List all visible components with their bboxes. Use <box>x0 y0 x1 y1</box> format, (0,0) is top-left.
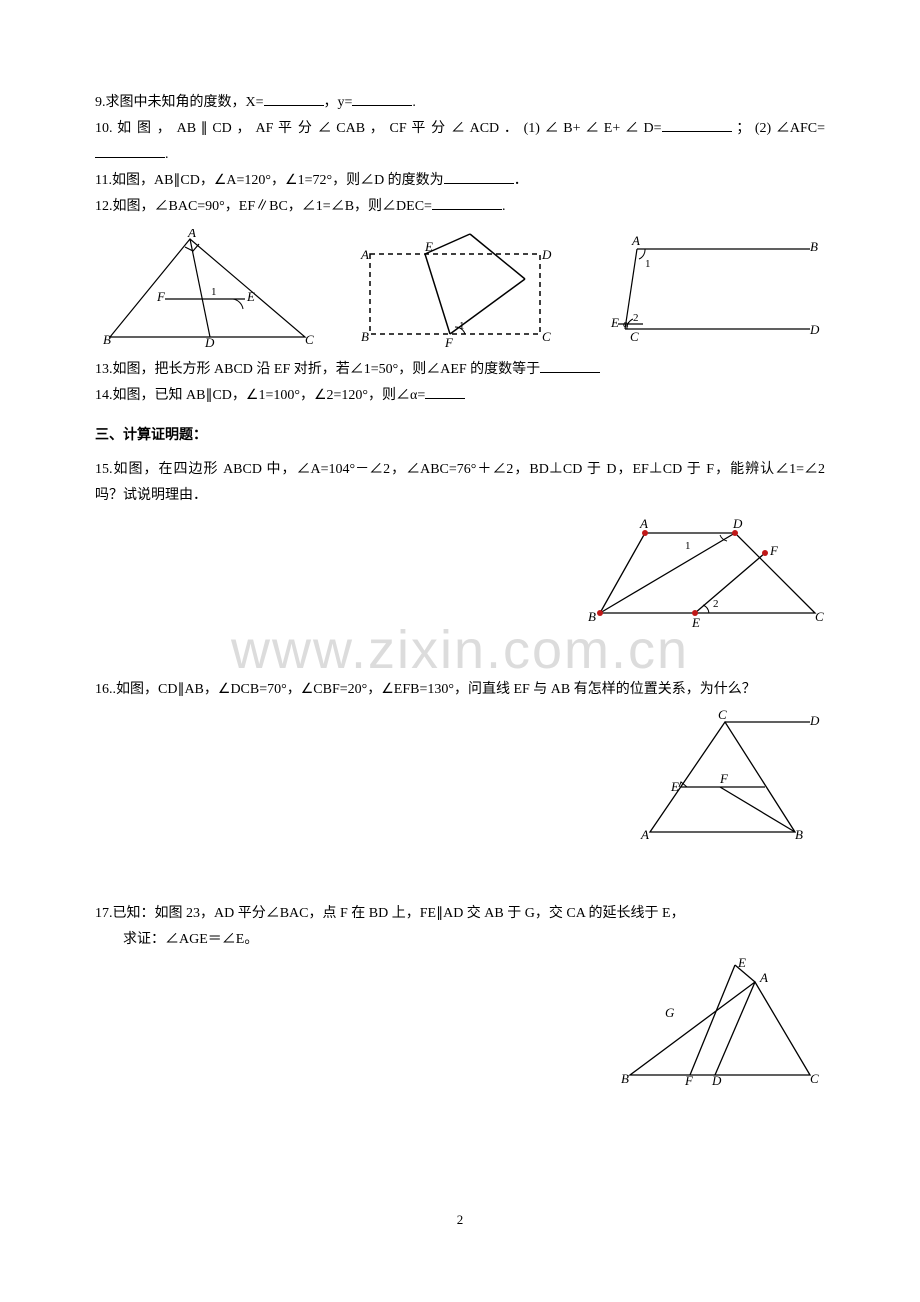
question-15: 15.如图，在四边形 ABCD 中，∠A=104°－∠2，∠ABC=76°＋∠2… <box>95 457 825 509</box>
svg-text:F: F <box>769 543 779 558</box>
svg-text:1: 1 <box>645 258 651 270</box>
svg-text:D: D <box>711 1073 722 1087</box>
question-14: 14.如图，已知 AB∥CD，∠1=100°，∠2=120°，则∠α= <box>95 383 825 409</box>
svg-text:D: D <box>809 322 820 337</box>
figure-q15-wrap: A D F C B E 1 2 <box>95 513 825 633</box>
svg-text:C: C <box>718 707 727 722</box>
q9-text-a: 9.求图中未知角的度数，X= <box>95 95 264 110</box>
q11-text-b: ． <box>514 173 528 188</box>
figure-q16-wrap: C D E F A B <box>95 707 825 847</box>
svg-text:G: G <box>665 1005 675 1020</box>
figure-q17-wrap: E A G B F D C <box>95 957 825 1087</box>
q12-text-a: 12.如图，∠BAC=90°，EF∥BC，∠1=∠B，则∠DEC= <box>95 199 432 214</box>
q12-text-b: . <box>502 199 506 214</box>
svg-text:C: C <box>542 329 551 344</box>
figure-q14: A B D C E 1 2 α <box>605 229 825 349</box>
svg-text:B: B <box>103 332 111 347</box>
svg-text:B: B <box>810 239 818 254</box>
q10-text-b: ； (2) ∠AFC= <box>732 121 825 136</box>
svg-text:E: E <box>610 315 619 330</box>
figure-q15: A D F C B E 1 2 <box>585 513 825 633</box>
svg-text:1: 1 <box>459 320 465 332</box>
svg-text:E: E <box>691 615 700 630</box>
svg-text:A: A <box>639 516 648 531</box>
question-16: 16..如图，CD∥AB，∠DCB=70°，∠CBF=20°，∠EFB=130°… <box>95 677 825 703</box>
q10-text-c: . <box>165 147 169 162</box>
question-9: 9.求图中未知角的度数，X= ，y=. <box>95 90 825 116</box>
q10-text-a: 10. 如 图 ， AB ∥ CD ， AF 平 分 ∠ CAB ， CF 平 … <box>95 121 662 136</box>
question-12: 12.如图，∠BAC=90°，EF∥BC，∠1=∠B，则∠DEC=. <box>95 194 825 220</box>
blank-x <box>264 91 324 106</box>
svg-text:E: E <box>737 957 746 970</box>
svg-text:E: E <box>424 239 433 254</box>
svg-text:A: A <box>360 247 369 262</box>
question-17b: 求证：∠AGE＝∠E。 <box>95 927 825 953</box>
svg-text:1: 1 <box>211 286 217 298</box>
svg-text:D: D <box>541 247 552 262</box>
svg-text:A: A <box>187 229 196 240</box>
svg-text:C: C <box>815 609 824 624</box>
svg-text:2: 2 <box>633 312 639 324</box>
figure-q12: A B C D E F 1 <box>95 229 315 349</box>
q9-text-b: ，y= <box>324 95 353 110</box>
section-title: 三、计算证明题： <box>95 423 825 449</box>
blank-13 <box>540 358 600 373</box>
question-17a: 17.已知：如图 23，AD 平分∠BAC，点 F 在 BD 上，FE∥AD 交… <box>95 901 825 927</box>
q13-text-a: 13.如图，把长方形 ABCD 沿 EF 对折，若∠1=50°，则∠AEF 的度… <box>95 362 540 377</box>
svg-text:A: A <box>631 233 640 248</box>
blank-y <box>352 91 412 106</box>
blank-10b <box>95 143 165 158</box>
figure-q16: C D E F A B <box>635 707 825 847</box>
svg-text:B: B <box>795 827 803 842</box>
figure-q17: E A G B F D C <box>615 957 825 1087</box>
page: www.zixin.com.cn 9.求图中未知角的度数，X=，y=. 10. … <box>0 0 920 1302</box>
spacer-1 <box>95 637 825 677</box>
svg-text:F: F <box>156 289 166 304</box>
svg-text:B: B <box>361 329 369 344</box>
svg-text:2: 2 <box>713 598 719 610</box>
q11-text-a: 11.如图，AB∥CD，∠A=120°，∠1=72°，则∠D 的度数为 <box>95 173 444 188</box>
svg-text:D: D <box>204 335 215 349</box>
svg-text:E: E <box>246 289 255 304</box>
svg-text:F: F <box>684 1073 694 1087</box>
svg-text:1: 1 <box>685 540 691 552</box>
question-13: 13.如图，把长方形 ABCD 沿 EF 对折，若∠1=50°，则∠AEF 的度… <box>95 357 825 383</box>
blank-10a <box>662 117 732 132</box>
spacer-2 <box>95 851 825 901</box>
q14-text-a: 14.如图，已知 AB∥CD，∠1=100°，∠2=120°，则∠α= <box>95 388 425 403</box>
q9-text-c: . <box>412 95 416 110</box>
question-11: 11.如图，AB∥CD，∠A=120°，∠1=72°，则∠D 的度数为 ． <box>95 168 825 194</box>
svg-text:E: E <box>670 779 679 794</box>
figures-row-1: A B C D E F 1 A E D B F C 1 <box>95 229 825 349</box>
blank-12 <box>432 195 502 210</box>
blank-14 <box>425 384 465 399</box>
svg-text:A: A <box>640 827 649 842</box>
blank-11 <box>444 169 514 184</box>
svg-text:D: D <box>732 516 743 531</box>
svg-text:F: F <box>719 771 729 786</box>
question-10: 10. 如 图 ， AB ∥ CD ， AF 平 分 ∠ CAB ， CF 平 … <box>95 116 825 168</box>
svg-text:F: F <box>444 335 454 349</box>
svg-text:B: B <box>588 609 596 624</box>
figure-q13: A E D B F C 1 <box>355 229 565 349</box>
svg-text:D: D <box>809 713 820 728</box>
svg-text:B: B <box>621 1071 629 1086</box>
svg-text:C: C <box>810 1071 819 1086</box>
svg-text:C: C <box>305 332 314 347</box>
svg-text:A: A <box>759 970 768 985</box>
svg-text:C: C <box>630 329 639 344</box>
page-number: 2 <box>457 1208 464 1232</box>
